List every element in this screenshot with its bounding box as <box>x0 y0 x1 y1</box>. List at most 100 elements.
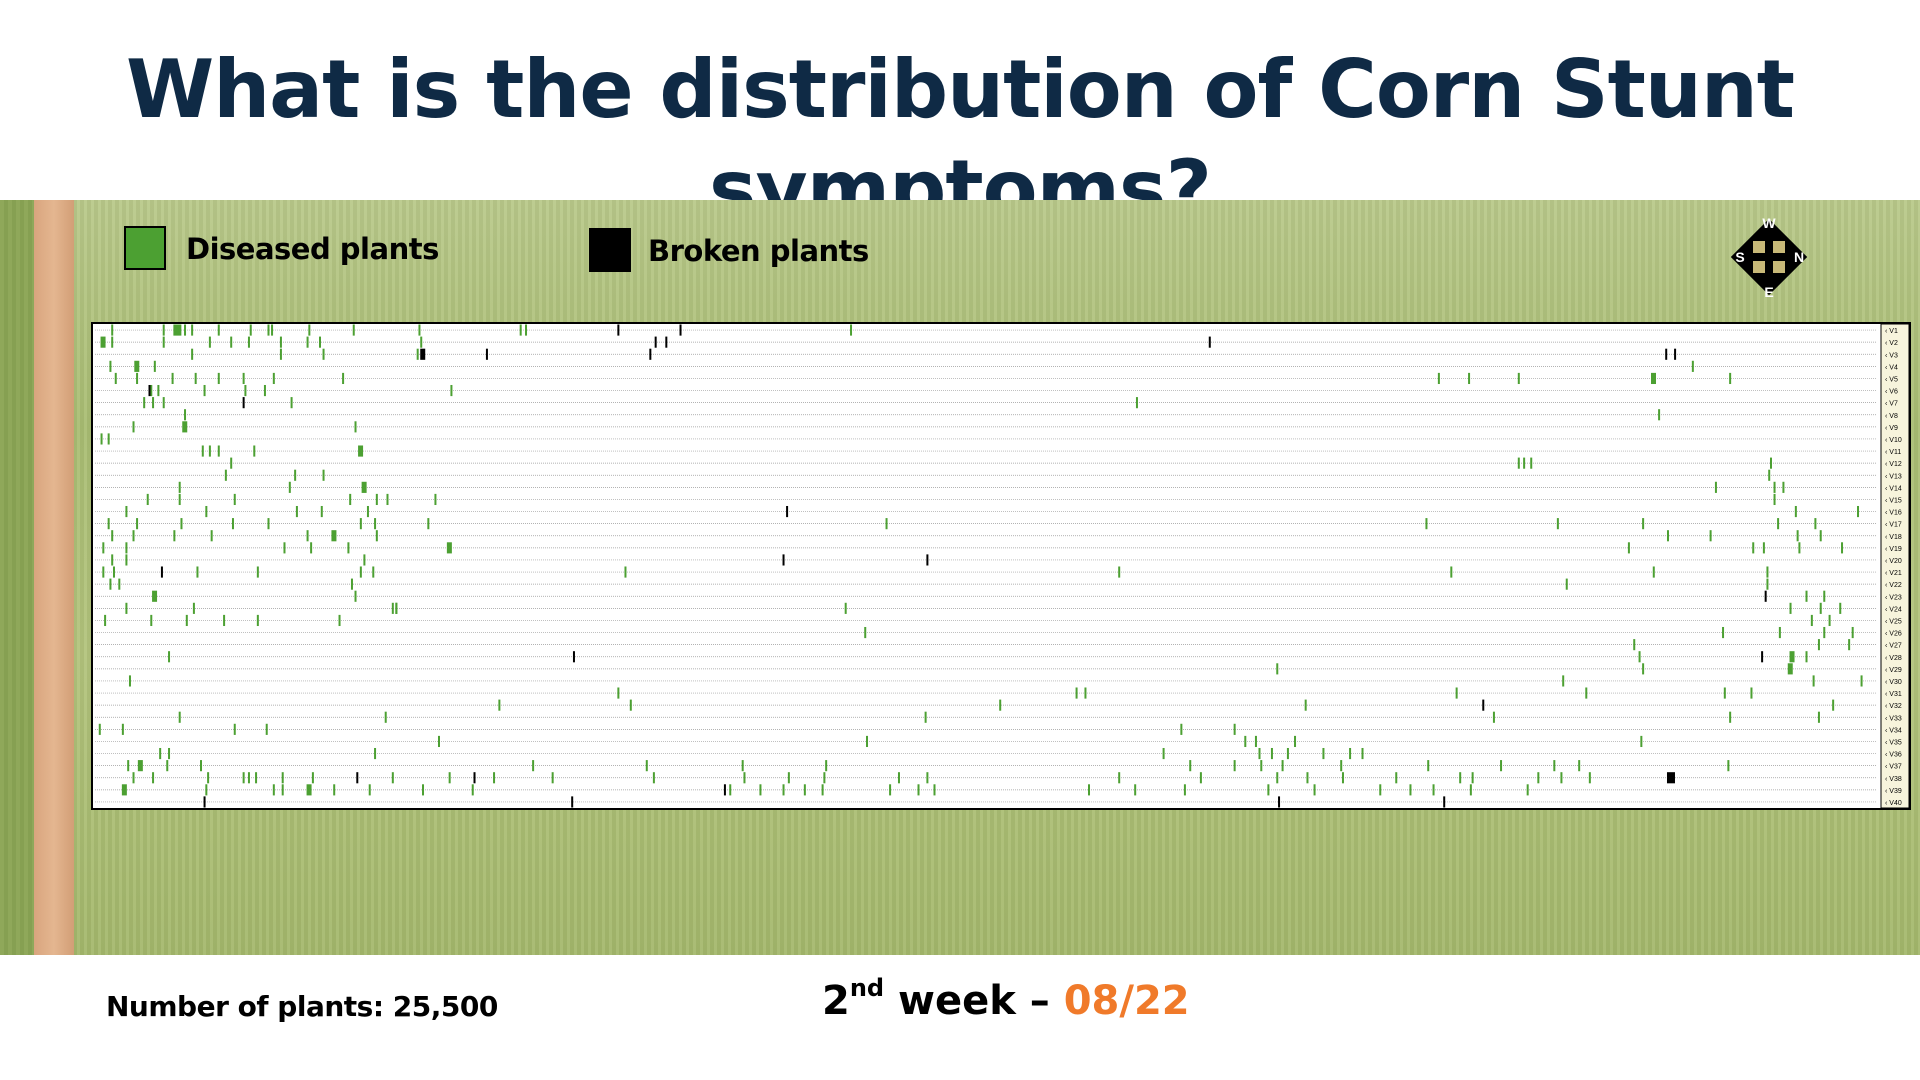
diseased-plant-mark <box>1794 505 1797 518</box>
row-label: ‹ V28 <box>1885 655 1902 662</box>
diseased-plant-mark <box>1766 566 1769 578</box>
diseased-plant-mark <box>201 445 204 457</box>
diseased-plant-mark <box>375 530 378 542</box>
diseased-plant-mark <box>1304 699 1307 711</box>
diseased-plant-mark <box>1814 518 1817 530</box>
row-label: ‹ V10 <box>1885 437 1902 444</box>
row-label: ‹ V34 <box>1885 727 1902 734</box>
diseased-plant-mark <box>1750 687 1753 699</box>
diseased-plant-mark <box>366 505 369 518</box>
diseased-plant-mark <box>1523 457 1526 469</box>
row-label: ‹ V3 <box>1885 352 1898 359</box>
diseased-plant-mark <box>168 651 171 663</box>
diseased-plant-mark <box>136 372 139 385</box>
week-date: 08/22 <box>1063 978 1190 1024</box>
diseased-plant-mark <box>1729 711 1732 723</box>
diseased-plant-mark <box>223 614 226 627</box>
diseased-plant-mark <box>134 360 140 372</box>
diseased-plant-mark <box>361 481 367 493</box>
diseased-plant-mark <box>375 493 378 506</box>
diseased-plant-mark <box>889 784 892 796</box>
diseased-plant-mark <box>1517 457 1520 469</box>
diseased-plant-mark <box>386 493 389 506</box>
compass-rose: W S N E <box>1720 208 1818 311</box>
diseased-plant-mark <box>1652 566 1655 578</box>
diseased-plant-mark <box>143 397 146 409</box>
diseased-plant-mark <box>1254 735 1257 748</box>
diseased-plant-mark <box>347 542 350 554</box>
diseased-plant-mark <box>136 518 139 530</box>
diseased-plant-mark <box>1118 772 1121 784</box>
diseased-plant-mark <box>208 336 211 348</box>
diseased-plant-mark <box>391 602 394 614</box>
diseased-plant-mark <box>1578 760 1581 772</box>
diseased-plant-mark <box>1118 566 1121 578</box>
diseased-plant-mark <box>1471 772 1474 784</box>
diseased-plant-mark <box>1812 675 1815 687</box>
diseased-plant-mark <box>288 481 291 493</box>
diseased-plant-mark <box>821 784 824 796</box>
diseased-plant-mark <box>272 372 275 385</box>
compass-top-label: W <box>1762 215 1776 231</box>
diseased-plant-mark <box>1427 760 1430 772</box>
diseased-plant-mark <box>1530 457 1533 469</box>
row-label: ‹ V40 <box>1885 800 1902 807</box>
diseased-plant-mark <box>233 493 236 506</box>
diseased-plant-mark <box>1752 542 1755 554</box>
row-label: ‹ V27 <box>1885 643 1902 650</box>
diseased-plant-mark <box>217 372 220 385</box>
row-label: ‹ V38 <box>1885 776 1902 783</box>
diseased-plant-mark <box>191 324 194 336</box>
row-label: ‹ V26 <box>1885 631 1902 638</box>
diseased-plant-mark <box>256 614 259 627</box>
dirt-road <box>34 200 74 955</box>
row-label: ‹ V23 <box>1885 594 1902 601</box>
diseased-plant-mark <box>1766 578 1769 590</box>
diseased-plant-mark <box>146 493 149 506</box>
diseased-plant-mark <box>271 324 274 336</box>
diseased-plant-mark <box>102 542 105 554</box>
row-label: ‹ V25 <box>1885 618 1902 625</box>
diseased-plant-mark <box>281 784 284 796</box>
diseased-plant-mark <box>1276 772 1279 784</box>
diseased-plant-mark <box>173 324 182 336</box>
broken-plant-mark <box>723 784 726 796</box>
diseased-plant-mark <box>1553 760 1556 772</box>
diseased-plant-mark <box>1773 493 1776 506</box>
plant-count: Number of plants: 25,500 <box>106 990 498 1023</box>
plant-row-map: ‹ V1 ‹ V2 ‹ V3 ‹ V4 ‹ V5 ‹ V6 ‹ V7 ‹ V8 ‹ V9 ‹ V1… <box>91 322 1911 810</box>
diseased-plant-mark <box>1768 469 1771 481</box>
diseased-plant-mark <box>1517 372 1520 385</box>
diseased-plant-mark <box>729 784 732 796</box>
diseased-plant-mark <box>823 772 826 784</box>
diseased-plant-mark <box>363 554 366 566</box>
diseased-plant-mark <box>267 324 270 336</box>
diseased-plant-mark <box>230 336 233 348</box>
row-label: ‹ V11 <box>1885 449 1901 456</box>
diseased-plant-mark <box>1409 784 1412 796</box>
row-label: ‹ V32 <box>1885 703 1902 710</box>
diseased-plant-mark <box>1588 772 1591 784</box>
diseased-plant-mark <box>253 445 256 457</box>
diseased-plant-mark <box>1805 590 1808 602</box>
diseased-plant-mark <box>437 735 440 748</box>
diseased-plant-mark <box>434 493 437 506</box>
diseased-plant-mark <box>1817 639 1820 651</box>
diseased-plant-mark <box>185 614 188 627</box>
diseased-plant-mark <box>471 784 474 796</box>
diseased-plant-mark <box>1395 772 1398 784</box>
diseased-plant-mark <box>109 360 112 372</box>
diseased-plant-mark <box>1565 578 1568 590</box>
diseased-plant-mark <box>1267 784 1270 796</box>
diseased-plant-mark <box>1349 747 1352 760</box>
diseased-plant-mark <box>1798 542 1801 554</box>
row-label: ‹ V7 <box>1885 401 1898 408</box>
diseased-plant-mark <box>1777 518 1780 530</box>
diseased-plant-mark <box>1468 372 1471 385</box>
week-label: 2nd week – 08/22 <box>822 974 1190 1024</box>
legend-diseased-label: Diseased plants <box>186 232 439 266</box>
diseased-plant-mark <box>1823 590 1826 602</box>
legend-diseased-swatch <box>124 226 166 270</box>
diseased-plant-mark <box>205 505 208 518</box>
broken-plant-mark <box>679 324 682 336</box>
